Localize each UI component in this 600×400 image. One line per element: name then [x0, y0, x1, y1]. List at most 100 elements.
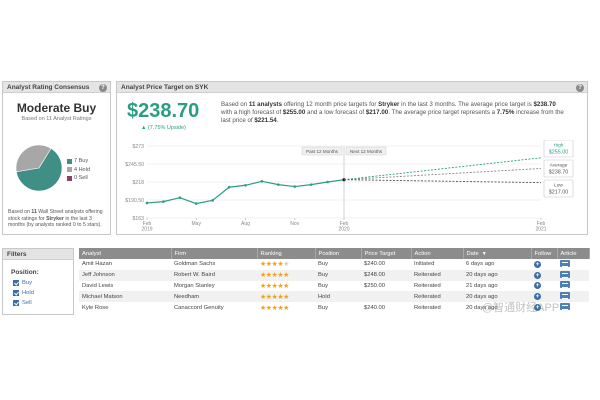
price-point: [326, 180, 329, 184]
col-position[interactable]: Position: [315, 248, 362, 259]
ranking-stars: ★★★★★: [257, 281, 315, 292]
article-icon[interactable]: [560, 281, 570, 289]
x-tick-label: 2021: [535, 227, 546, 233]
article-icon[interactable]: [560, 303, 570, 311]
follow-plus-icon[interactable]: +: [534, 282, 541, 290]
callout-value: $255.00: [549, 150, 569, 156]
legend-item-sell: 0 Sell: [67, 175, 90, 181]
article-icon[interactable]: [560, 292, 570, 300]
help-icon[interactable]: ?: [576, 83, 584, 92]
filter-buy-checkbox[interactable]: Buy: [13, 280, 32, 286]
firm-name: Robert W. Baird: [171, 269, 257, 281]
rating-consensus-panel: Analyst Rating Consensus ? Moderate Buy …: [2, 81, 111, 235]
price-target-value: $240.00: [364, 304, 385, 311]
x-tick-label: 2020: [338, 227, 349, 233]
price-point: [227, 185, 231, 189]
col-action[interactable]: Action: [411, 248, 464, 259]
col-article: Article: [557, 248, 590, 259]
callout-value: $217.00: [549, 190, 569, 196]
action-value: Reiterated: [411, 269, 463, 281]
period-label-box: [301, 146, 343, 156]
date-value: 20 days ago: [463, 291, 531, 303]
y-tick-label: $190.50: [125, 198, 144, 204]
consensus-footnote: Based on 11 Wall Street analysts offerin…: [8, 209, 103, 228]
y-tick-label: $273: [132, 144, 144, 150]
ranking-stars: ★★★★★: [257, 269, 315, 281]
forecast-average-line: [343, 168, 542, 181]
article-cell: [557, 269, 589, 281]
article-cell: [557, 259, 589, 270]
consensus-rating: Moderate Buy: [16, 101, 97, 115]
price-point: [145, 201, 149, 205]
watermark: @智通财经APP: [482, 302, 560, 314]
col-firm[interactable]: Firm: [171, 248, 258, 259]
sort-down-icon[interactable]: ▼: [481, 250, 487, 257]
filter-hold-label: Hold: [22, 290, 34, 296]
ranking-stars: ★★★★★: [257, 291, 315, 303]
col-ranking[interactable]: Ranking: [257, 248, 316, 259]
star-rating-icon: ★★★★★: [260, 272, 289, 280]
pie-slice-1: [15, 144, 52, 173]
star-rating-icon: ★★★★★: [260, 304, 289, 312]
follow-plus-icon[interactable]: +: [534, 271, 541, 279]
star-rating-icon: ★★★★★: [260, 261, 289, 269]
col-price-target[interactable]: Price Target: [361, 248, 412, 259]
date-value: 6 days ago: [466, 261, 495, 268]
analyst-name-link[interactable]: Amit Hazan: [82, 261, 112, 268]
analyst-name-link[interactable]: Jeff Johnson: [79, 269, 171, 281]
x-tick-label: Feb: [143, 221, 152, 227]
price-target-value: [361, 291, 411, 303]
analyst-name-link[interactable]: Kyle Rose: [82, 304, 109, 311]
checkbox-checked-icon: [13, 280, 19, 286]
upside-percentage: ▲ (7.75% Upside): [141, 125, 186, 131]
analyst-table: Analyst Firm Ranking Position Price Targ…: [79, 248, 590, 313]
article-icon[interactable]: [560, 270, 570, 278]
forecast-high-line: [343, 157, 542, 181]
action-value: Initiated: [414, 261, 435, 268]
table-header-row: Analyst Firm Ranking Position Price Targ…: [79, 248, 590, 259]
filter-buy-label: Buy: [22, 280, 32, 286]
follow-plus-icon[interactable]: +: [534, 293, 541, 301]
col-date-label: Date: [466, 250, 479, 257]
average-price-target: $238.70: [127, 100, 200, 122]
price-point: [178, 196, 182, 200]
article-icon[interactable]: [560, 259, 570, 267]
table-row: David Lewis Morgan Stanley ★★★★★ Buy $250.00…: [79, 281, 589, 292]
x-tick-label: Feb: [537, 221, 546, 227]
article-cell: [557, 281, 589, 292]
consensus-header: Analyst Rating Consensus ?: [3, 82, 110, 93]
analyst-name-link[interactable]: David Lewis: [82, 282, 114, 289]
period-label-box: [345, 146, 387, 156]
action-value: Reiterated: [411, 291, 463, 303]
follow-plus-icon[interactable]: +: [534, 304, 541, 312]
col-date[interactable]: Date ▼: [463, 248, 532, 259]
action-value: Reiterated: [414, 304, 441, 311]
callout-name: Average: [550, 163, 568, 169]
callout-name: Low: [554, 183, 563, 189]
table-row: Kyle Rose Canaccord Genuity ★★★★★ Buy $240.0…: [79, 302, 589, 313]
callout-value: $238.70: [549, 170, 569, 176]
consensus-based-on: Based on 11 Analyst Ratings: [21, 116, 92, 122]
help-icon[interactable]: ?: [99, 83, 107, 92]
star-rating-icon: ★★★★★: [260, 282, 289, 290]
filter-hold-checkbox[interactable]: Hold: [13, 290, 34, 296]
col-analyst[interactable]: Analyst: [79, 248, 172, 259]
article-cell: [557, 302, 589, 313]
legend-item-buy: 7 Buy: [67, 158, 90, 164]
filter-sell-checkbox[interactable]: Sell: [13, 300, 32, 306]
analyst-name-link[interactable]: Michael Matson: [79, 291, 171, 303]
position-value: Hold: [315, 291, 361, 303]
follow-plus-icon[interactable]: +: [534, 260, 541, 268]
action-value: Reiterated: [414, 282, 441, 289]
price-point: [260, 180, 264, 183]
ranking-stars: ★★★★★: [257, 259, 315, 270]
price-point: [293, 185, 297, 188]
legend-label-buy: 7 Buy: [74, 158, 89, 164]
y-tick-label: $163: [132, 216, 144, 222]
consensus-legend: 7 Buy 4 Hold 0 Sell: [67, 158, 90, 184]
follow-cell: +: [531, 281, 557, 292]
consensus-header-title: Analyst Rating Consensus: [7, 84, 90, 91]
price-target-header: Analyst Price Target on SYK ?: [117, 82, 587, 93]
x-tick-label: 2019: [141, 227, 152, 233]
